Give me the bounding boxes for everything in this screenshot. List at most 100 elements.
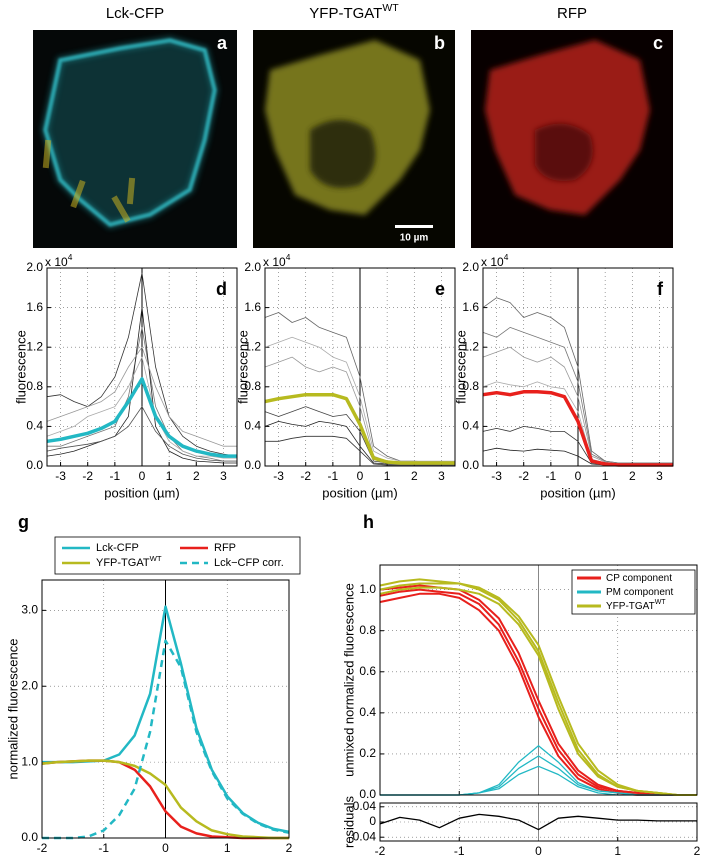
- y-tick-label: 0.8: [244, 379, 261, 393]
- y-tick-label: 0.8: [462, 379, 479, 393]
- legend-label: Lck-CFP: [96, 542, 139, 554]
- series-line: [46, 377, 237, 458]
- x-tick-label: -3: [273, 469, 284, 483]
- series-line: [46, 307, 237, 464]
- y-tick-label: 0.0: [26, 458, 43, 472]
- y-tick-label: 1.2: [26, 339, 43, 353]
- x-tick-label: 1: [166, 469, 173, 483]
- panel-letter: d: [216, 279, 227, 299]
- y-axis-label: fluorescence: [235, 330, 250, 404]
- series-line: [379, 578, 697, 796]
- image-title-main: RFP: [557, 5, 587, 22]
- y-tick-label: 2.0: [244, 260, 261, 274]
- axis-multiplier: x 104: [45, 252, 73, 269]
- x-tick-label: 2: [629, 469, 636, 483]
- series-line: [42, 639, 290, 840]
- y-axis-label: fluorescence: [453, 330, 468, 404]
- series-line: [482, 327, 673, 464]
- y-tick-label: 2.0: [21, 678, 38, 692]
- series-line: [482, 390, 673, 467]
- legend-label: Lck−CFP corr.: [214, 557, 284, 569]
- panel-letter: f: [657, 279, 664, 299]
- panel-letter: e: [435, 279, 445, 299]
- image-title: YFP-TGATWT: [309, 2, 399, 22]
- y-tick-label: 0.6: [359, 664, 376, 678]
- x-tick-label: 3: [438, 469, 445, 483]
- axis-multiplier-main: x 10: [45, 255, 68, 269]
- y-tick-label: 2.0: [26, 260, 43, 274]
- y-tick-label: 1.6: [244, 300, 261, 314]
- x-tick-label: -1: [546, 469, 557, 483]
- axis-multiplier-main: x 10: [481, 255, 504, 269]
- x-tick-label: 2: [193, 469, 200, 483]
- series-line: [264, 336, 455, 462]
- axis-multiplier-sup: 4: [286, 252, 291, 262]
- panel-letter: h: [363, 512, 374, 532]
- legend-label-sup: WT: [655, 599, 667, 606]
- axis-multiplier: x 104: [481, 252, 509, 269]
- series-line: [379, 813, 697, 831]
- image-title: Lck-CFP: [106, 5, 164, 22]
- y-tick-label: 1.6: [462, 300, 479, 314]
- legend-label: YFP-TGATWT: [606, 599, 666, 611]
- x-tick-label: 2: [286, 841, 293, 855]
- y-tick-label: 1.6: [26, 300, 43, 314]
- y-tick-label: 0.2: [359, 746, 376, 760]
- plot-frame: [46, 267, 238, 467]
- y-axis-label: fluorescence: [13, 330, 28, 404]
- series-line: [46, 406, 237, 462]
- x-tick-label: 1: [224, 841, 231, 855]
- plot-frame: [482, 267, 674, 467]
- x-tick-label: 0: [162, 841, 169, 855]
- series-line: [46, 356, 237, 459]
- x-tick-label: 0: [575, 469, 582, 483]
- x-tick-label: 3: [656, 469, 663, 483]
- legend-label-main: YFP-TGAT: [606, 601, 655, 612]
- series-line: [264, 392, 455, 465]
- x-tick-label: 2: [411, 469, 418, 483]
- y-tick-label: 0.4: [359, 705, 376, 719]
- legend-label-main: Lck-CFP: [96, 542, 139, 554]
- y-axis-label: unmixed normalized fluorescence: [341, 583, 356, 777]
- legend-label-sup: WT: [150, 554, 162, 563]
- x-tick-label: -1: [328, 469, 339, 483]
- legend-label: YFP-TGATWT: [96, 554, 162, 569]
- x-tick-label: 1: [602, 469, 609, 483]
- panel-letter: g: [18, 512, 29, 532]
- x-tick-label: -2: [375, 844, 386, 857]
- y-tick-label: 0.4: [244, 419, 261, 433]
- image-a: [33, 30, 237, 248]
- x-axis-label: position (µm): [540, 485, 615, 500]
- y-axis-label: normalized fluorescence: [5, 639, 20, 780]
- y-tick-label: 0: [369, 814, 376, 828]
- series-line: [41, 759, 289, 840]
- plot-frame: [264, 267, 456, 467]
- legend-box: [54, 536, 301, 575]
- image-title-sup: WT: [382, 2, 399, 14]
- y-tick-label: 3.0: [21, 603, 38, 617]
- panel-letter: a: [217, 33, 228, 53]
- legend-label-main: PM component: [606, 587, 673, 598]
- series-line: [265, 435, 455, 466]
- x-tick-label: -2: [82, 469, 93, 483]
- x-tick-label: 1: [384, 469, 391, 483]
- legend-label: CP component: [606, 573, 672, 584]
- series-line: [47, 327, 237, 462]
- y-tick-label: 0.0: [244, 458, 261, 472]
- x-tick-label: -3: [55, 469, 66, 483]
- image-title-main: YFP-TGAT: [309, 5, 382, 22]
- y-tick-label: 1.0: [359, 582, 376, 596]
- x-axis-label: position (µm): [322, 485, 397, 500]
- x-tick-label: -1: [454, 844, 465, 857]
- x-tick-label: -3: [491, 469, 502, 483]
- y-tick-label: 0.0: [462, 458, 479, 472]
- x-axis-label: position (µm): [104, 485, 179, 500]
- scale-bar-label: 10 µm: [400, 233, 429, 244]
- x-tick-label: -1: [98, 841, 109, 855]
- y-tick-label: 0.8: [359, 623, 376, 637]
- x-tick-label: 0: [357, 469, 364, 483]
- x-tick-label: 3: [220, 469, 227, 483]
- axis-multiplier-main: x 10: [263, 255, 286, 269]
- legend-label-main: RFP: [214, 542, 236, 554]
